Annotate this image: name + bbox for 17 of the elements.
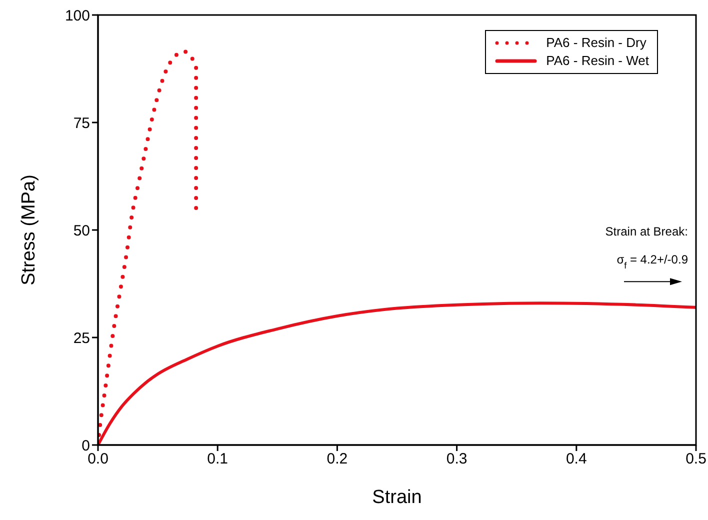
x-tick-label: 0.2 bbox=[326, 450, 348, 468]
y-axis-title: Stress (MPa) bbox=[18, 174, 40, 286]
x-axis-title: Strain bbox=[372, 487, 422, 508]
x-tick-label: 0.4 bbox=[566, 450, 587, 468]
x-tick-label: 0.1 bbox=[207, 450, 228, 468]
legend-label: PA6 - Resin - Dry bbox=[546, 34, 646, 52]
y-tick-label: 25 bbox=[73, 330, 90, 347]
y-tick-label: 0 bbox=[82, 437, 90, 454]
x-tick-label: 0.0 bbox=[88, 450, 108, 468]
legend-label: PA6 - Resin - Wet bbox=[546, 52, 649, 70]
y-tick-label: 100 bbox=[64, 7, 90, 24]
y-tick-label: 75 bbox=[73, 114, 90, 132]
x-tick-label: 0.3 bbox=[446, 450, 468, 468]
annotation: Strain at Break: bbox=[605, 224, 688, 239]
x-tick-label: 0.5 bbox=[686, 450, 706, 468]
y-tick-label: 50 bbox=[73, 222, 90, 240]
annotation: σ$_{f}$ = 4.2+/-0.9 bbox=[616, 252, 688, 271]
